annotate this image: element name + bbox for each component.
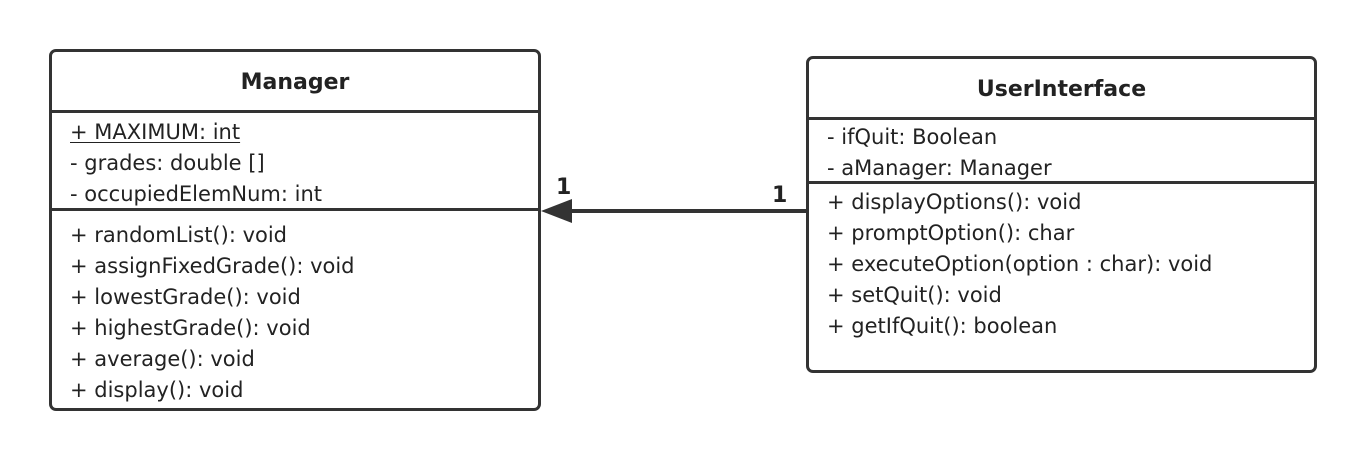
manager-attribute-maximum: + MAXIMUM: int: [70, 120, 241, 144]
userinterface-attribute-amanager: - aManager: Manager: [827, 156, 1052, 180]
manager-operation-randomlist: + randomList(): void: [70, 223, 288, 247]
userinterface-operations: + displayOptions(): void + promptOption(…: [809, 184, 1314, 342]
arrowhead-icon: [541, 199, 572, 223]
manager-operations: + randomList(): void + assignFixedGrade(…: [52, 211, 538, 406]
userinterface-operation-displayoptions: + displayOptions(): void: [827, 190, 1082, 214]
manager-operation-lowestgrade: + lowestGrade(): void: [70, 285, 301, 309]
multiplicity-userinterface-end: 1: [772, 183, 788, 208]
manager-operation-display: + display(): void: [70, 378, 244, 402]
manager-attribute-occupiedelemnum: - occupiedElemNum: int: [70, 182, 322, 206]
manager-operation-average: + average(): void: [70, 347, 255, 371]
userinterface-operation-setquit: + setQuit(): void: [827, 283, 1002, 307]
userinterface-operation-getifquit: + getIfQuit(): boolean: [827, 314, 1058, 338]
manager-class-name: Manager: [52, 52, 538, 113]
userinterface-operation-promptoption: + promptOption(): char: [827, 221, 1075, 245]
manager-operation-highestgrade: + highestGrade(): void: [70, 316, 311, 340]
userinterface-class-name: UserInterface: [809, 59, 1314, 120]
userinterface-attribute-ifquit: - ifQuit: Boolean: [827, 125, 998, 149]
manager-attributes: + MAXIMUM: int - grades: double [] - occ…: [52, 113, 538, 211]
manager-attribute-grades: - grades: double []: [70, 151, 265, 175]
userinterface-class-box[interactable]: UserInterface - ifQuit: Boolean - aManag…: [806, 56, 1317, 373]
userinterface-operation-executeoption: + executeOption(option : char): void: [827, 252, 1213, 276]
multiplicity-manager-end: 1: [556, 175, 572, 200]
manager-operation-assignfixedgrade: + assignFixedGrade(): void: [70, 254, 355, 278]
userinterface-attributes: - ifQuit: Boolean - aManager: Manager: [809, 120, 1314, 184]
manager-class-box[interactable]: Manager + MAXIMUM: int - grades: double …: [49, 49, 541, 411]
